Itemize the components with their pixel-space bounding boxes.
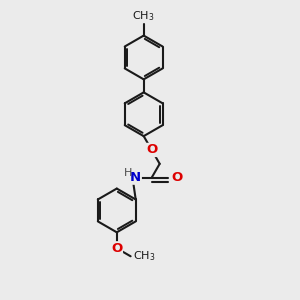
Text: O: O [171, 171, 182, 184]
Text: O: O [146, 143, 157, 157]
Text: N: N [130, 171, 141, 184]
Text: CH$_3$: CH$_3$ [133, 249, 155, 263]
Text: H: H [124, 168, 132, 178]
Text: O: O [111, 242, 122, 255]
Text: CH$_3$: CH$_3$ [132, 9, 155, 22]
